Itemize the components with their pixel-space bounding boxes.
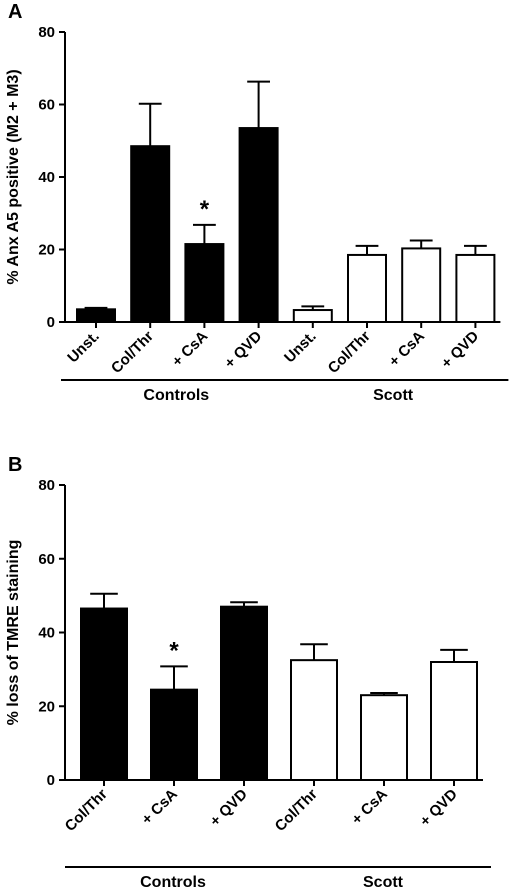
bar xyxy=(184,243,225,323)
y-tick-label: 60 xyxy=(38,551,55,568)
y-tick-label: 40 xyxy=(38,169,55,186)
panel-label: A xyxy=(8,1,22,23)
y-tick-label: 40 xyxy=(38,625,55,642)
x-tick-label: Col/Thr xyxy=(62,786,111,835)
x-tick-label: + CsA xyxy=(169,328,211,370)
y-axis-label: % Anx A5 positive (M2 + M3) xyxy=(5,69,22,284)
bar xyxy=(347,253,387,323)
x-tick-label: + QVD xyxy=(438,328,482,372)
panel-label: B xyxy=(8,454,22,476)
x-tick-label: Col/Thr xyxy=(108,328,157,377)
significance-marker: * xyxy=(200,196,210,223)
bar xyxy=(238,127,279,323)
panel-a: A % Anx A5 positive (M2 + M3) 0 20 40 60 80 Uns… xyxy=(5,1,509,404)
significance-marker: * xyxy=(169,637,179,664)
x-tick-label: + CsA xyxy=(138,786,180,828)
bar xyxy=(76,308,116,323)
bar xyxy=(130,145,171,323)
y-tick-label: 60 xyxy=(38,97,55,114)
bar xyxy=(292,309,333,324)
bar xyxy=(150,688,198,781)
group-label: Scott xyxy=(363,874,404,891)
bar xyxy=(430,661,478,781)
bar xyxy=(80,607,128,781)
bar xyxy=(455,253,496,323)
bar xyxy=(290,659,338,781)
group-label: Scott xyxy=(373,387,414,404)
x-tick-label: + CsA xyxy=(348,786,390,828)
x-tick-label: Col/Thr xyxy=(272,786,321,835)
y-tick-label: 0 xyxy=(47,772,55,789)
y-tick-label: 80 xyxy=(38,477,55,494)
x-tick-label: + CsA xyxy=(386,328,428,370)
bar xyxy=(220,605,268,781)
y-tick-label: 20 xyxy=(38,242,55,259)
y-tick-label: 20 xyxy=(38,698,55,715)
x-tick-label: + QVD xyxy=(207,786,251,830)
group-label: Controls xyxy=(143,387,209,404)
x-tick-label: Unst. xyxy=(281,328,320,367)
bar xyxy=(401,247,442,324)
y-tick-label: 0 xyxy=(47,314,55,331)
y-tick-label: 80 xyxy=(38,24,55,41)
x-tick-label: Col/Thr xyxy=(325,328,374,377)
y-axis-label: % loss of TMRE staining xyxy=(5,540,22,726)
x-tick-label: + QVD xyxy=(221,328,265,372)
bar xyxy=(360,694,408,781)
x-tick-label: Unst. xyxy=(64,328,103,367)
x-tick-label: + QVD xyxy=(417,786,461,830)
group-label: Controls xyxy=(140,874,206,891)
panel-b: B % loss of TMRE staining 0 20 40 60 80 Col/Thr… xyxy=(5,454,491,891)
